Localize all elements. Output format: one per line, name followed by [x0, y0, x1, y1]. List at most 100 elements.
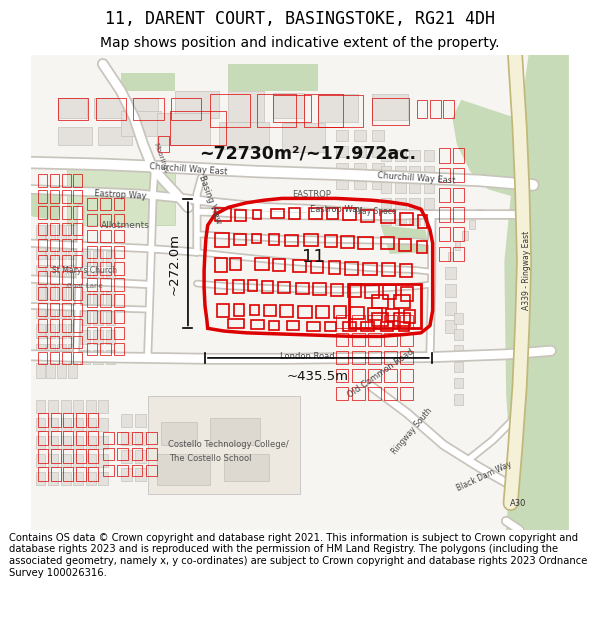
Bar [135, 450, 146, 462]
Bar [161, 422, 197, 445]
Bar [117, 449, 128, 460]
Text: A339 - Ringway East: A339 - Ringway East [522, 231, 531, 310]
Bar [80, 271, 90, 286]
Bar [38, 287, 47, 299]
Bar [439, 148, 449, 162]
Bar [61, 418, 71, 431]
Bar [117, 432, 128, 444]
Bar [445, 284, 456, 297]
Bar [61, 454, 71, 468]
Text: EASTROP: EASTROP [292, 190, 331, 199]
Bar [86, 418, 95, 431]
Bar [46, 304, 55, 319]
Bar [46, 363, 55, 378]
Bar [35, 344, 44, 358]
Bar [88, 414, 98, 427]
Bar [80, 251, 90, 266]
Bar [93, 271, 103, 286]
Bar [476, 209, 482, 218]
Bar [178, 450, 189, 462]
Bar [354, 146, 367, 157]
Bar [113, 294, 124, 307]
Bar [93, 311, 103, 325]
Bar [93, 330, 103, 344]
Bar [35, 304, 44, 319]
Bar [35, 284, 44, 299]
Text: Contains OS data © Crown copyright and database right 2021. This information is : Contains OS data © Crown copyright and d… [9, 533, 587, 578]
Bar [336, 146, 349, 157]
Bar [157, 113, 211, 144]
Bar [73, 436, 83, 449]
Bar [88, 449, 98, 462]
Bar [336, 387, 349, 400]
Bar [424, 166, 434, 177]
Bar [121, 111, 161, 136]
Bar [380, 182, 391, 193]
Bar [50, 206, 59, 219]
Bar [88, 468, 98, 481]
Bar [149, 450, 160, 462]
Bar [103, 464, 113, 476]
Bar [113, 311, 124, 323]
Bar [371, 179, 384, 189]
Bar [80, 291, 90, 305]
Bar [341, 236, 354, 248]
Bar [48, 418, 58, 431]
Bar [86, 342, 97, 355]
Bar [50, 174, 59, 187]
Bar [217, 304, 229, 317]
Bar [229, 91, 264, 123]
Bar [424, 150, 434, 161]
Bar [178, 432, 189, 445]
Bar [73, 174, 82, 187]
Bar [73, 418, 83, 431]
Bar [73, 271, 82, 284]
Bar [100, 294, 111, 307]
Bar [100, 326, 111, 339]
Bar [271, 209, 284, 218]
Bar [343, 322, 356, 331]
Bar [211, 94, 250, 127]
Text: Basing View: Basing View [197, 174, 223, 225]
Bar [76, 449, 86, 462]
Bar [164, 414, 175, 427]
Text: The Costello School: The Costello School [169, 454, 251, 462]
Bar [146, 449, 157, 460]
Text: ~72730m²/~17.972ac.: ~72730m²/~17.972ac. [199, 144, 416, 162]
Bar [220, 122, 269, 149]
Bar [215, 258, 227, 272]
Bar [264, 305, 276, 316]
Bar [76, 468, 86, 481]
Polygon shape [31, 185, 62, 221]
Bar [86, 198, 97, 210]
Bar [57, 304, 66, 319]
Bar [318, 94, 358, 122]
Bar [73, 255, 82, 268]
Bar [38, 449, 48, 462]
Bar [395, 214, 406, 225]
Bar [113, 342, 124, 355]
Bar [354, 179, 367, 189]
Bar [48, 400, 58, 414]
Bar [46, 225, 55, 239]
Bar [98, 418, 108, 431]
Bar [409, 166, 420, 177]
Bar [146, 432, 157, 444]
Bar [57, 225, 66, 239]
Bar [62, 287, 71, 299]
Bar [62, 352, 71, 364]
Bar [215, 280, 227, 294]
Bar [131, 464, 142, 476]
Bar [157, 454, 211, 485]
Bar [394, 313, 410, 326]
Bar [80, 311, 90, 325]
Bar [50, 352, 59, 364]
Bar [229, 319, 244, 328]
Bar [454, 346, 463, 356]
Bar [51, 449, 61, 462]
Bar [38, 431, 48, 445]
Bar [35, 436, 46, 449]
Bar [38, 191, 47, 203]
Bar [454, 313, 463, 324]
Bar [64, 468, 73, 481]
